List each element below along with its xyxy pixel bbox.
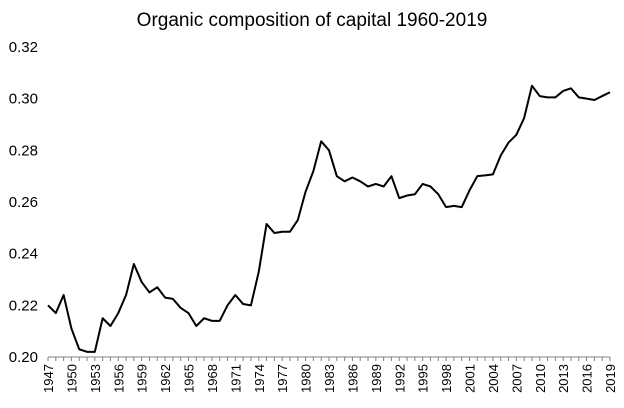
x-tick-label: 1962 [158,364,173,393]
x-tick-label: 1995 [416,364,431,393]
x-tick-label: 1992 [392,364,407,393]
x-tick-label: 1950 [64,364,79,393]
y-tick-label: 0.20 [9,349,38,366]
x-tick-label: 2004 [486,364,501,393]
x-tick-label: 1968 [205,364,220,393]
x-tick-label: 1965 [182,364,197,393]
x-tick-label: 1977 [275,364,290,393]
x-tick-label: 2001 [463,364,478,393]
chart-title: Organic composition of capital 1960-2019 [137,10,488,31]
x-tick-label: 2010 [533,364,548,393]
x-tick-label: 1986 [345,364,360,393]
x-tick-label: 2013 [556,364,571,393]
y-axis: 0.20 0.22 0.24 0.26 0.28 0.30 0.32 [9,39,38,366]
x-tick-label: 1956 [111,364,126,393]
y-tick-label: 0.32 [9,39,38,56]
y-tick-label: 0.30 [9,91,38,108]
y-tick-label: 0.22 [9,297,38,314]
x-tick-label: 2016 [580,364,595,393]
x-tick-label: 1998 [439,364,454,393]
x-tick-label: 1947 [41,364,56,393]
series-layer [47,84,611,353]
x-tick-label: 1959 [135,364,150,393]
x-tick-label: 1971 [228,364,243,393]
x-tick-label: 1974 [252,364,267,393]
x-tick-label: 1983 [322,364,337,393]
y-tick-label: 0.26 [9,194,38,211]
series-line [47,84,611,353]
y-tick-label: 0.24 [9,246,38,263]
x-tick-label: 1980 [299,364,314,393]
y-tick-label: 0.28 [9,142,38,159]
x-axis: 1947 1950 1953 1956 1959 1962 1965 1968 1971 1974… [41,356,618,393]
x-tick-label: 2019 [603,364,618,393]
x-tick-label: 2007 [509,364,524,393]
x-tick-label: 1989 [369,364,384,393]
x-tick-label: 1953 [88,364,103,393]
